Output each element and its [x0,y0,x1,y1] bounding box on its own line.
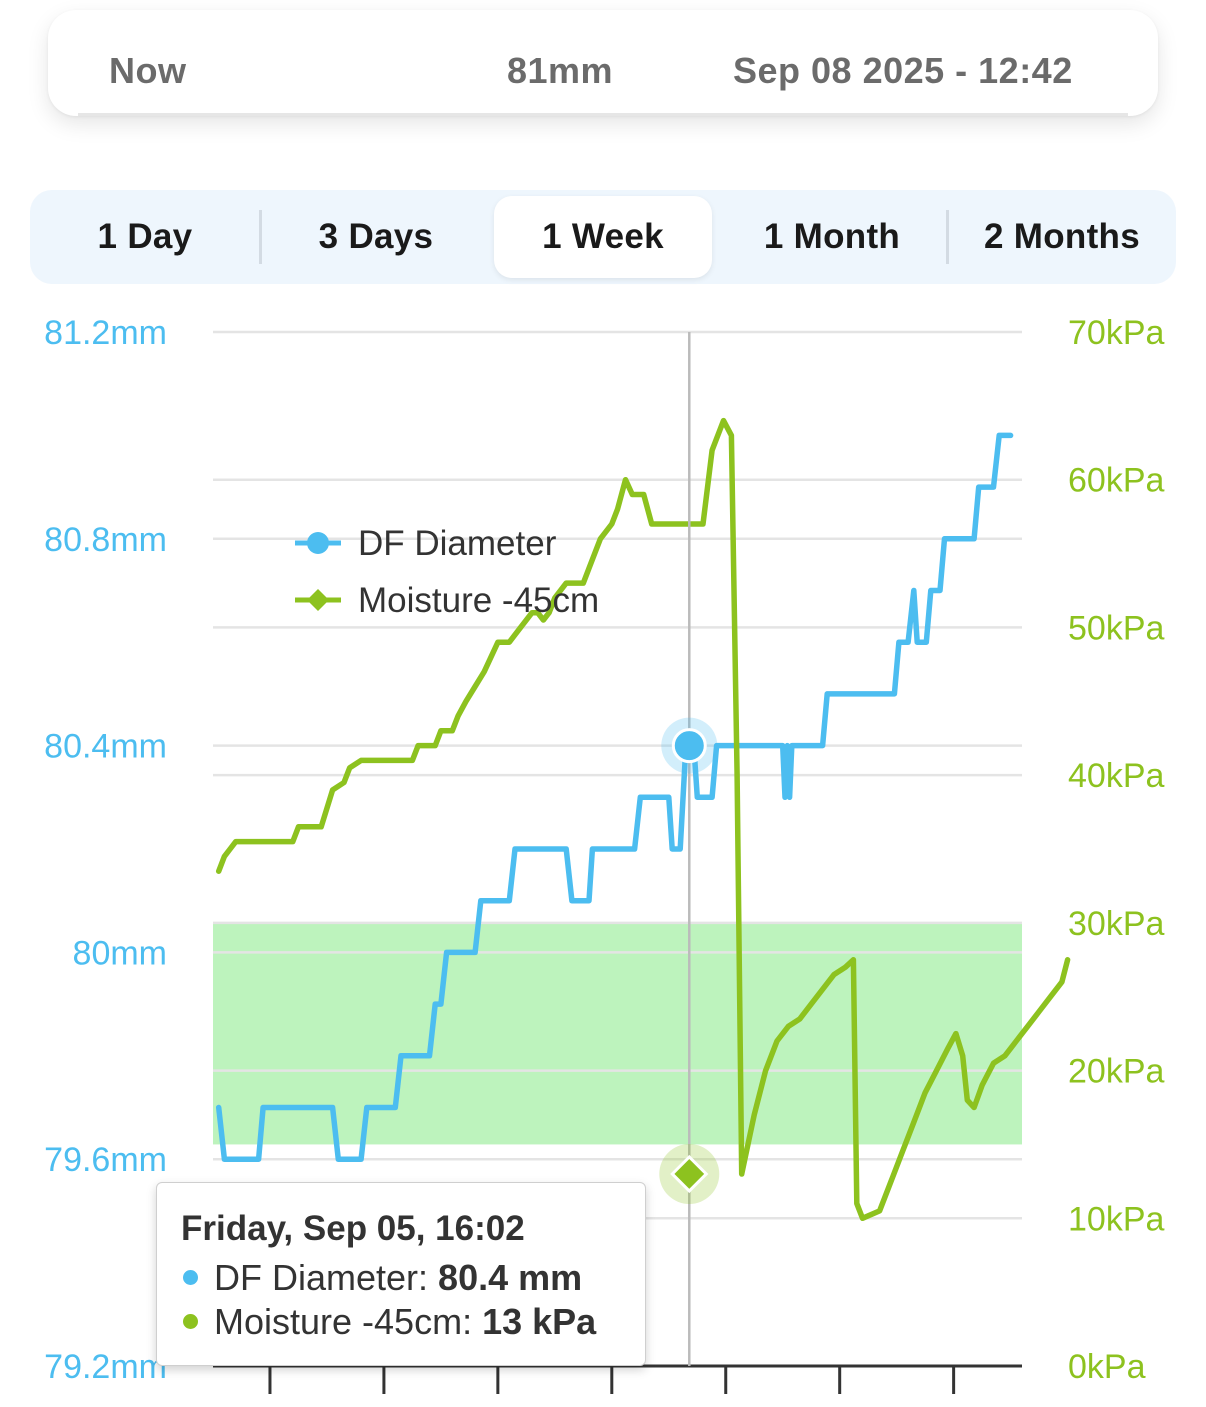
legend-moisture-diamond-icon [307,589,329,611]
card-divider [78,113,1128,116]
tooltip-moisture-label: Moisture -45cm: [214,1301,483,1342]
tooltip-diameter-label: DF Diameter: [214,1257,439,1298]
diameter-highlight-point [671,728,707,764]
current-datetime: Sep 08 2025 - 12:42 [733,50,1073,91]
current-label: Now [109,50,187,91]
diameter-dot-icon [183,1269,198,1285]
right-axis-tick-label: 40kPa [1068,757,1164,795]
left-axis-tick-label: 80.4mm [44,728,167,766]
left-axis-tick-label: 80mm [73,934,167,972]
current-value: 81mm [507,50,614,91]
left-axis-tick-label: 81.2mm [44,314,167,352]
range-separator [946,210,949,264]
legend-diameter-circle-icon [307,532,329,554]
moisture-dot-icon [183,1313,198,1329]
tooltip-diameter-value: 80.4 mm [438,1257,583,1298]
right-axis-tick-label: 30kPa [1068,905,1164,943]
right-axis-tick-label: 20kPa [1068,1053,1164,1091]
range-tab-1-month[interactable]: 1 Month [763,217,901,256]
left-axis-tick-label: 79.2mm [44,1348,167,1386]
time-range-selector: 1 Day 3 Days 1 Week 1 Month 2 Months [30,190,1176,284]
moisture-highlight-point [670,1154,709,1194]
current-reading-card: Now 81mm Sep 08 2025 - 12:42 [48,10,1158,116]
range-separator [259,210,262,264]
tooltip-title: Friday, Sep 05, 16:02 [181,1209,525,1248]
tooltip-diameter-row: DF Diameter: 80.4 mm [183,1257,582,1299]
tooltip-moisture-value: 13 kPa [482,1301,597,1342]
right-axis-tick-label: 0kPa [1068,1348,1146,1386]
left-axis-tick-label: 80.8mm [44,521,167,559]
range-tab-1-day[interactable]: 1 Day [97,217,193,256]
df-diameter-line [215,432,1014,1162]
right-axis-tick-label: 70kPa [1068,314,1164,352]
moisture-line [215,417,1071,1222]
right-axis-tick-label: 50kPa [1068,609,1164,647]
range-tab-1-week[interactable]: 1 Week [494,196,712,278]
left-axis-tick-label: 79.6mm [44,1141,167,1179]
right-axis-tick-label: 60kPa [1068,462,1164,500]
data-tooltip: Friday, Sep 05, 16:02 DF Diameter: 80.4 … [156,1182,646,1366]
legend-diameter-label: DF Diameter [358,524,557,563]
right-axis-tick-label: 10kPa [1068,1200,1164,1238]
legend-moisture-label: Moisture -45cm [358,581,599,620]
target-moisture-band [213,922,1022,1145]
tooltip-moisture-row: Moisture -45cm: 13 kPa [183,1301,596,1343]
range-tab-2-months[interactable]: 2 Months [983,217,1140,256]
range-tab-3-days[interactable]: 3 Days [318,217,434,256]
